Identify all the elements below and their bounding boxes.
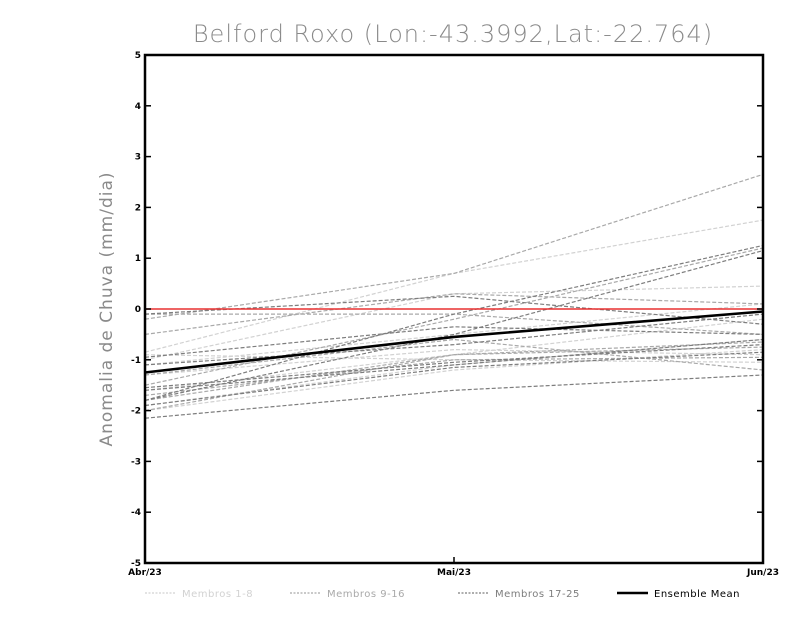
legend-label-1: Membros 1-8 <box>182 589 253 600</box>
series-line-m19 <box>144 295 764 325</box>
y-tick-label: 3 <box>135 153 141 163</box>
series-line-m18 <box>144 374 764 419</box>
series-line-m20 <box>144 344 764 389</box>
series-line-m9 <box>144 173 764 320</box>
y-tick-label: -5 <box>131 559 141 569</box>
series-line-m2 <box>144 285 764 361</box>
y-tick-label: 1 <box>135 254 141 264</box>
series-line-m17 <box>144 244 764 401</box>
series-line-m24 <box>144 326 764 358</box>
y-tick-label: -4 <box>131 508 141 518</box>
y-tick-label: 5 <box>135 51 141 61</box>
series-line-m12 <box>145 313 764 335</box>
y-axis-label: Anomalia de Chuva (mm/dia) <box>97 171 117 446</box>
legend-label-2: Membros 9-16 <box>327 589 405 600</box>
legend-label-4: Ensemble Mean <box>654 589 740 600</box>
y-tick-label: -1 <box>131 356 141 366</box>
y-tick-label: -3 <box>131 457 141 467</box>
series-line-m22 <box>144 313 764 366</box>
x-tick-label: Mai/23 <box>437 568 471 578</box>
series-line-m16 <box>144 247 764 386</box>
series-line-m14 <box>144 341 764 412</box>
y-tick-label: 4 <box>135 102 141 112</box>
chart-title: Belford Roxo (Lon:-43.3992,Lat:-22.764) <box>193 20 713 48</box>
series-line-m5 <box>144 354 764 363</box>
y-tick-label: -2 <box>131 407 141 417</box>
ensemble-mean-line <box>144 310 764 374</box>
legend-label-3: Membros 17-25 <box>495 589 580 600</box>
y-tick-label: 2 <box>135 203 141 213</box>
series-line-m23 <box>144 351 764 407</box>
series-line-m25 <box>144 338 764 391</box>
x-tick-label: Jun/23 <box>746 568 779 578</box>
series-line-m4 <box>144 348 764 376</box>
series-line-m6 <box>144 349 764 412</box>
series-line-m1 <box>144 219 764 353</box>
series-line-m13 <box>144 356 764 396</box>
series-line-m7 <box>144 303 764 366</box>
series-line-m21 <box>144 250 764 401</box>
series-line-m10 <box>144 293 764 335</box>
y-tick-label: 0 <box>135 305 141 315</box>
legend: Membros 1-8 Membros 9-16 Membros 17-25 Ense… <box>145 589 740 600</box>
x-tick-label: Abr/23 <box>128 568 162 578</box>
